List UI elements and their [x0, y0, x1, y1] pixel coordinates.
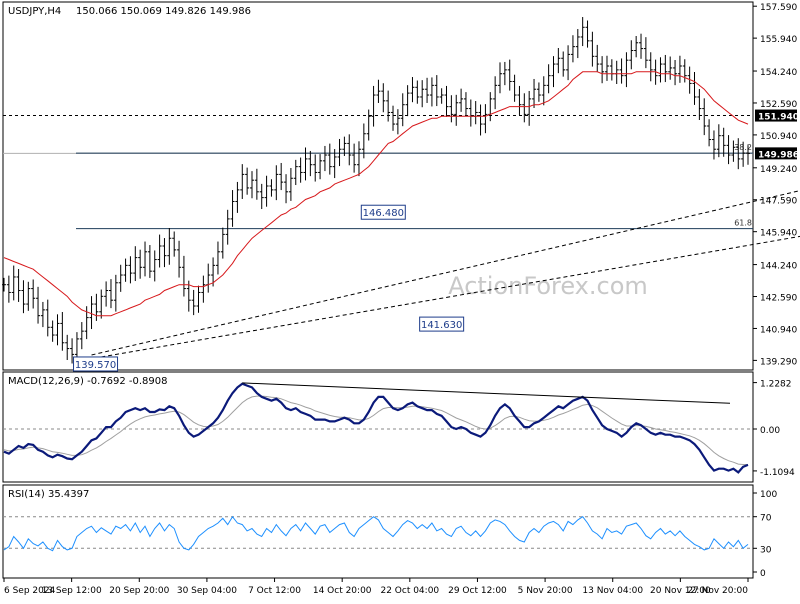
- x-tick-label: 13 Nov 04:00: [582, 586, 643, 596]
- price-y-tick-label: 155.940: [760, 35, 797, 45]
- price-annotation-label: 146.480: [363, 208, 404, 219]
- price-y-tick-label: 152.590: [760, 100, 797, 110]
- price-y-tick-label: 157.590: [760, 3, 797, 13]
- x-tick-label: 6 Sep 2024: [4, 586, 56, 596]
- x-tick-label: 13 Sep 12:00: [42, 586, 102, 596]
- x-tick-label: 7 Oct 12:00: [248, 586, 301, 596]
- trend-channel-upper: [91, 190, 800, 356]
- price-y-tick-label: 150.940: [760, 132, 797, 142]
- macd-signal-line: [3, 395, 748, 465]
- x-tick-label: 29 Oct 12:00: [448, 586, 507, 596]
- price-annotation-label: 141.630: [421, 320, 462, 331]
- x-tick-label: 30 Sep 04:00: [177, 586, 237, 596]
- price-y-tick-label: 145.940: [760, 229, 797, 239]
- rsi-y-tick-label: 70: [760, 514, 772, 524]
- price-panel-frame: [2, 1, 754, 371]
- x-tick-label: 20 Sep 20:00: [109, 586, 169, 596]
- macd-y-tick-label: -1.1094: [760, 468, 795, 478]
- price-y-tick-label: 140.940: [760, 325, 797, 335]
- price-layer: 38.261.8139.570146.480141.630153.870151.…: [2, 17, 800, 372]
- price-y-tick-label: 139.290: [760, 357, 797, 367]
- macd-y-tick-label: 0.00: [760, 426, 780, 436]
- x-tick-label: 20 Nov 12:00: [650, 586, 711, 596]
- macd-divergence-line: [242, 382, 731, 404]
- ohlc-readout: 150.066 150.069 149.826 149.986: [76, 6, 251, 17]
- symbol-label: USDJPY,H4: [8, 6, 61, 17]
- axis-layer: 157.590 155.940 154.240 152.590 150.940 149.2…: [3, 3, 799, 596]
- rsi-y-tick-label: 100: [760, 490, 777, 500]
- rsi-line: [3, 515, 749, 552]
- macd-line: [3, 382, 749, 474]
- macd-layer: [3, 382, 753, 474]
- x-tick-label: 14 Oct 20:00: [313, 586, 372, 596]
- price-y-tick-label: 149.240: [760, 165, 797, 175]
- x-tick-label: 5 Nov 20:00: [518, 586, 573, 596]
- x-tick-label: 27 Nov 20:00: [687, 586, 748, 596]
- price-y-tick-label: 154.240: [760, 68, 797, 78]
- rsi-layer: [3, 515, 753, 552]
- current-price-tag-box: [755, 147, 797, 160]
- price-y-tick-label: 144.240: [760, 262, 797, 272]
- fib-label-1: 61.8: [734, 219, 752, 228]
- rsi-y-tick-label: 30: [760, 545, 772, 555]
- current-price-tag-label: 149.986: [758, 150, 799, 160]
- macd-panel-frame: [2, 371, 754, 483]
- watermark: ActionForex.com: [448, 272, 648, 300]
- macd-label: MACD(12,26,9) -0.7692 -0.8908: [8, 376, 168, 387]
- rsi-panel-frame: [2, 484, 754, 579]
- price-annotation-box: [360, 204, 406, 220]
- price-y-tick-label: 147.590: [760, 197, 797, 207]
- price-annotation-box: [73, 356, 119, 372]
- trend-channel-lower: [101, 235, 800, 358]
- x-tick-label: 22 Oct 04:00: [380, 586, 439, 596]
- price-annotation-box: [419, 316, 465, 332]
- resistance-price-tag-box: [755, 109, 797, 122]
- price-y-tick-label: 142.590: [760, 294, 797, 304]
- resistance-price-tag-label: 151.940: [758, 113, 799, 123]
- macd-y-tick-label: 1.2282: [760, 380, 792, 390]
- price-annotation-label: 139.570: [75, 360, 116, 371]
- rsi-y-tick-label: 0: [760, 569, 766, 579]
- ema-line: [3, 71, 749, 317]
- price-bars: [2, 17, 750, 364]
- rsi-label: RSI(14) 35.4397: [8, 489, 89, 500]
